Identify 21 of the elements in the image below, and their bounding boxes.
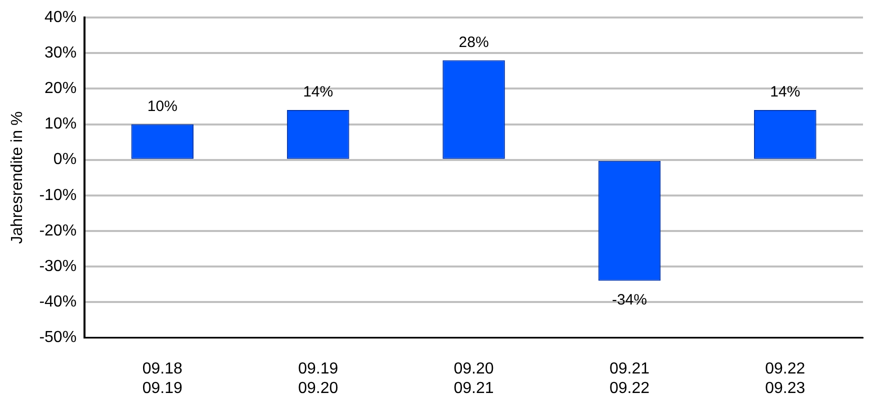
y-tick-label: 40%: [44, 9, 77, 26]
x-tick-label: 09.22 09.23: [765, 360, 806, 397]
y-tick-label: -40%: [39, 293, 77, 310]
x-tick-label: 09.19 09.20: [298, 360, 338, 397]
y-tick-label: 10%: [44, 116, 77, 133]
x-tick-label: 09.18 09.19: [142, 360, 183, 397]
data-label: 28%: [458, 34, 489, 51]
data-label: 14%: [303, 84, 334, 101]
data-label: 14%: [770, 84, 800, 101]
y-tick-label: -20%: [39, 222, 77, 240]
y-tick-label: 20%: [44, 80, 77, 98]
x-tick-label: 09.21 09.22: [609, 360, 650, 397]
x-tick-label: 09.20 09.21: [454, 360, 494, 397]
y-tick-label: -30%: [39, 258, 77, 275]
y-tick-label: 30%: [44, 44, 77, 62]
data-label: 10%: [147, 98, 178, 115]
y-tick-label: 0%: [53, 151, 77, 168]
y-tick-label: -50%: [39, 329, 77, 346]
y-axis-title: Jahresrendite in %: [9, 111, 26, 244]
data-label: -34%: [612, 291, 647, 308]
y-tick-label: -10%: [39, 186, 77, 204]
